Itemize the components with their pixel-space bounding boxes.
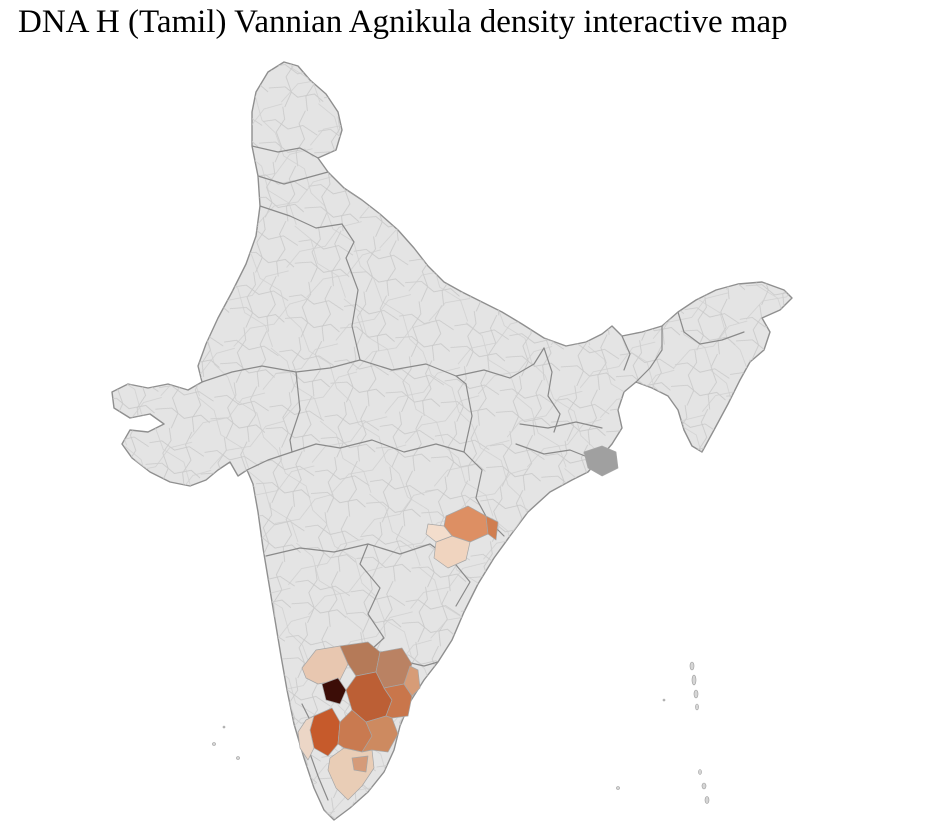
odisha-district-4[interactable] <box>425 523 453 543</box>
tn-district-dark-core[interactable] <box>321 677 347 705</box>
tn-district-south-mid[interactable] <box>351 755 369 773</box>
andaman-islands <box>689 661 710 804</box>
odisha-border-cluster[interactable] <box>425 505 499 569</box>
sundarbans-gray-patch[interactable] <box>583 445 619 477</box>
minor-islets <box>616 698 666 790</box>
page-title: DNA H (Tamil) Vannian Agnikula density i… <box>18 4 788 40</box>
tn-district-southeast[interactable] <box>361 715 399 753</box>
tamil-nadu-cluster[interactable] <box>297 641 421 801</box>
district-boundaries-mesh <box>112 62 792 820</box>
odisha-district-2[interactable] <box>485 515 499 541</box>
tn-district-east[interactable] <box>403 665 421 697</box>
tn-district-kerala-edge[interactable] <box>297 715 315 761</box>
lakshadweep-islands <box>212 725 240 760</box>
tn-district-nw-light[interactable] <box>301 645 349 685</box>
